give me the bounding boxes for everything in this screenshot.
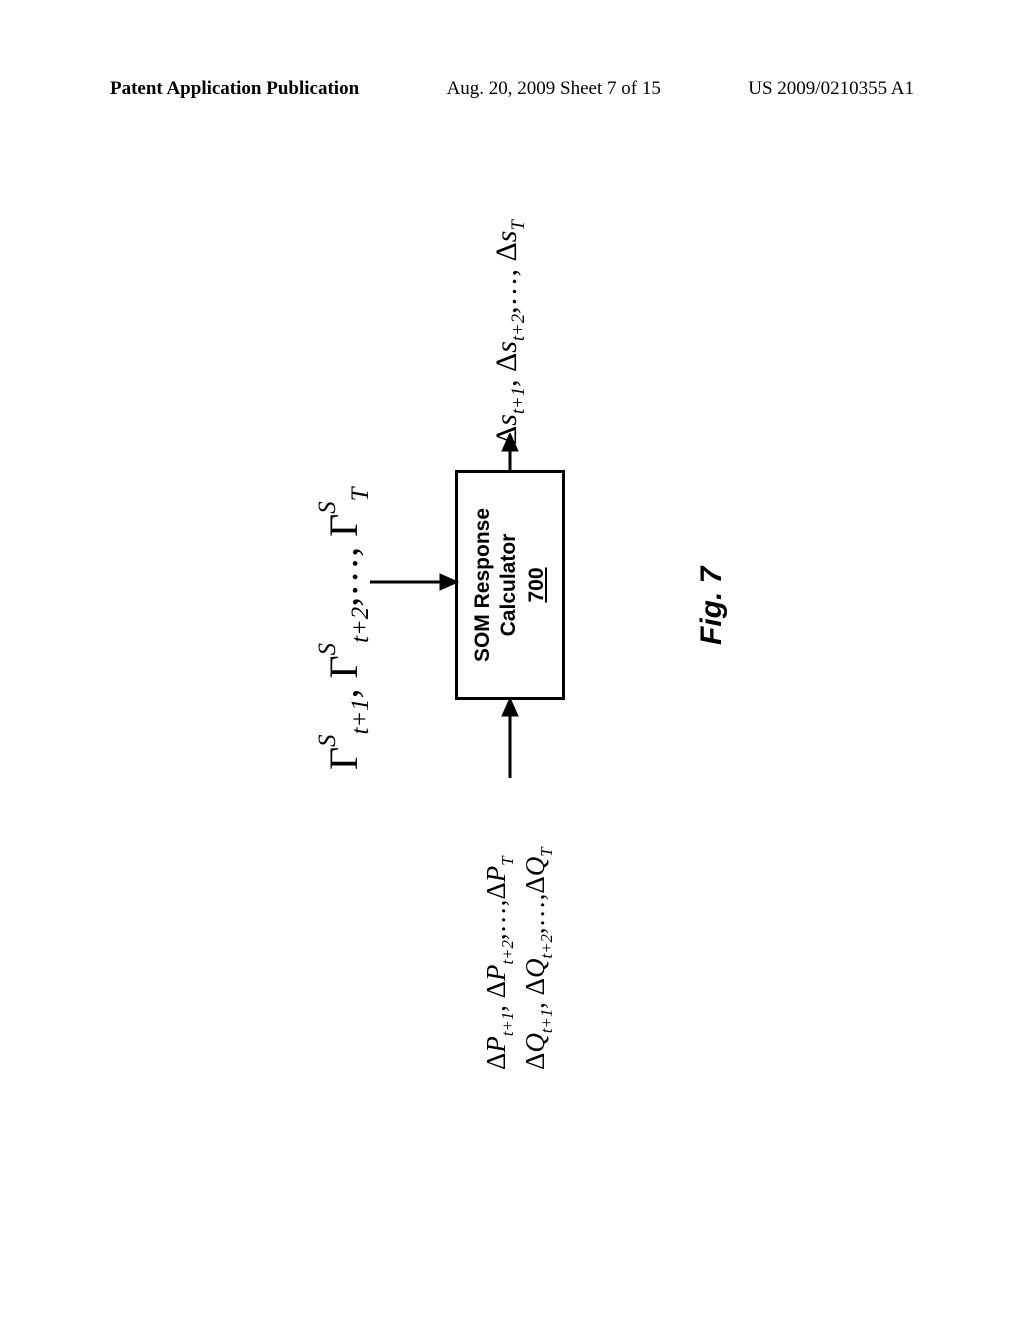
- input-delta-pq: ΔPt+1, ΔPt+2,…,ΔPT ΔQt+1, ΔQt+2,…,ΔQT: [477, 847, 555, 1070]
- figure-rotated-container: ΓSt+1, ΓSt+2,…, ΓST ΔPt+1, ΔPt+2,…,ΔPT Δ…: [55, 185, 975, 995]
- gamma-term-T: ΓST: [321, 488, 366, 537]
- som-response-calculator-box: SOM Response Calculator 700: [455, 470, 565, 700]
- delta-q-row: ΔQt+1, ΔQt+2,…,ΔQT: [516, 847, 555, 1070]
- box-line2: Calculator: [496, 473, 522, 697]
- input-gamma-sequence: ΓSt+1, ΓSt+2,…, ΓST: [320, 488, 367, 770]
- gamma-term-2: ΓSt+2: [321, 607, 366, 679]
- gamma-term-1: ΓSt+1: [321, 698, 366, 770]
- page-header: Patent Application Publication Aug. 20, …: [0, 78, 1024, 100]
- header-center: Aug. 20, 2009 Sheet 7 of 15: [447, 78, 661, 100]
- arrow-left-to-box: [500, 696, 520, 778]
- arrow-top-to-box: [370, 572, 460, 592]
- header-right: US 2009/0210355 A1: [748, 78, 914, 100]
- delta-p-row: ΔPt+1, ΔPt+2,…,ΔPT: [477, 847, 516, 1070]
- header-left: Patent Application Publication: [110, 78, 359, 100]
- diagram: ΓSt+1, ΓSt+2,…, ΓST ΔPt+1, ΔPt+2,…,ΔPT Δ…: [305, 140, 725, 1040]
- arrow-box-to-right: [500, 433, 520, 473]
- figure-label: Fig. 7: [695, 567, 729, 645]
- output-delta-s: Δst+1, Δst+2,…, ΔsT: [490, 220, 524, 445]
- box-number: 700: [524, 473, 550, 697]
- box-line1: SOM Response: [470, 473, 496, 697]
